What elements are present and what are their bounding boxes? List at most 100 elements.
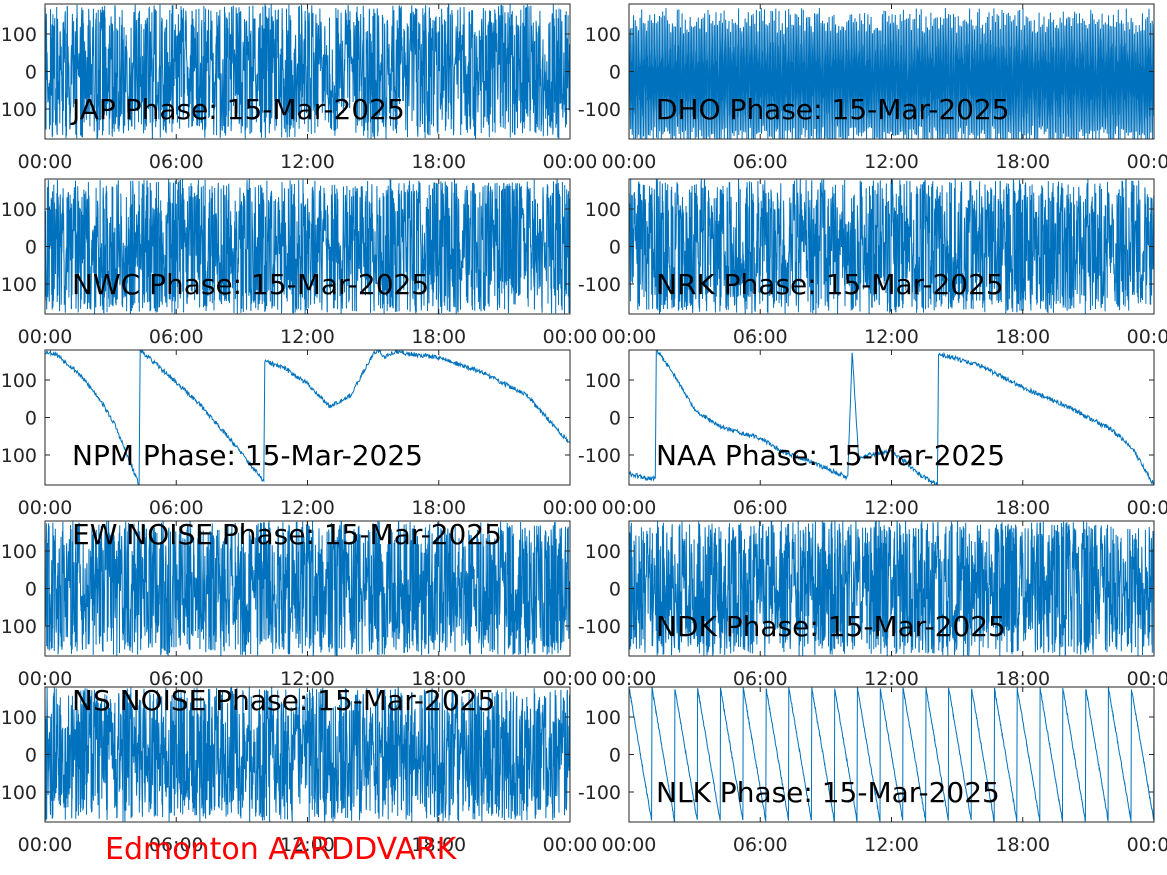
panel-title: NLK Phase: 15-Mar-2025 <box>656 776 1000 809</box>
y-tick-label: 100 <box>585 370 621 392</box>
panel-7: 00:00 06:00 12:00 18:00 00:00 100 0 100 EW NOISE… <box>1 518 598 690</box>
x-tick-label: 12:00 <box>864 668 919 690</box>
x-tick-label: 06:00 <box>149 497 204 519</box>
y-tick-label: 0 <box>609 408 621 430</box>
x-tick-label: 00:00 <box>602 497 657 519</box>
x-tick-label: 00:00 <box>1127 151 1167 173</box>
panel-10: 00:00 06:00 12:00 18:00 00:00 100 0 -100 NLK Pha… <box>578 686 1167 856</box>
phase-series-line <box>629 7 1154 139</box>
panel-6: 00:00 06:00 12:00 18:00 00:00 100 0 -100 NAA Pha… <box>578 349 1167 519</box>
x-tick-label: 12:00 <box>280 151 335 173</box>
y-tick-label: 100 <box>1 782 37 804</box>
x-tick-label: 18:00 <box>995 497 1050 519</box>
x-tick-label: 00:00 <box>18 151 73 173</box>
y-tick-label: 100 <box>1 99 37 121</box>
x-tick-label: 06:00 <box>149 834 204 856</box>
panel-8: 00:00 06:00 12:00 18:00 00:00 100 0 -100 NDK Pha… <box>578 520 1167 690</box>
y-tick-label: 100 <box>1 445 37 467</box>
phase-series-line <box>629 687 1154 822</box>
x-tick-label: 00:00 <box>602 668 657 690</box>
x-tick-label: 18:00 <box>995 326 1050 348</box>
x-tick-label: 12:00 <box>280 834 335 856</box>
x-tick-label: 00:00 <box>18 834 73 856</box>
x-tick-label: 00:00 <box>602 151 657 173</box>
y-tick-label: 100 <box>1 24 37 46</box>
phase-series-line <box>629 179 1154 314</box>
panel-2: 00:00 06:00 12:00 18:00 00:00 100 0 -100 DHO Pha… <box>578 3 1167 173</box>
y-tick-label: 0 <box>25 745 37 767</box>
x-tick-label: 00:00 <box>1127 326 1167 348</box>
y-tick-label: 100 <box>585 24 621 46</box>
panel-5: 00:00 06:00 12:00 18:00 00:00 100 0 100 NPM Phas… <box>1 349 597 519</box>
x-tick-label: 00:00 <box>18 668 73 690</box>
panel-title: NRK Phase: 15-Mar-2025 <box>656 268 1004 301</box>
y-tick-label: 100 <box>1 199 37 221</box>
y-tick-label: 100 <box>585 707 621 729</box>
panel-title: NAA Phase: 15-Mar-2025 <box>656 439 1005 472</box>
y-tick-label: 100 <box>1 616 37 638</box>
y-tick-label: 0 <box>609 579 621 601</box>
x-tick-label: 00:00 <box>602 834 657 856</box>
x-tick-label: 06:00 <box>733 151 788 173</box>
y-tick-label: -100 <box>578 274 621 296</box>
x-tick-label: 00:00 <box>1127 668 1167 690</box>
x-tick-label: 18:00 <box>411 668 466 690</box>
panel-title: EW NOISE Phase: 15-Mar-2025 <box>72 518 502 551</box>
x-tick-label: 06:00 <box>733 834 788 856</box>
y-tick-label: 0 <box>25 237 37 259</box>
panels: 00:00 06:00 12:00 18:00 00:00 100 0 100 JAP Phas… <box>1 3 1167 856</box>
figure-footer: Edmonton AARDDVARK <box>105 832 458 867</box>
panel-title: JAP Phase: 15-Mar-2025 <box>70 93 405 126</box>
x-tick-label: 06:00 <box>149 668 204 690</box>
x-tick-label: 06:00 <box>733 668 788 690</box>
y-tick-label: 100 <box>585 541 621 563</box>
y-tick-label: 0 <box>609 62 621 84</box>
panel-4: 00:00 06:00 12:00 18:00 00:00 100 0 -100 NRK Pha… <box>578 178 1167 348</box>
x-tick-label: 18:00 <box>995 151 1050 173</box>
panel-title: NDK Phase: 15-Mar-2025 <box>656 610 1006 643</box>
y-tick-label: 100 <box>585 199 621 221</box>
y-tick-label: -100 <box>578 616 621 638</box>
x-tick-label: 18:00 <box>995 668 1050 690</box>
x-tick-label: 12:00 <box>280 497 335 519</box>
x-tick-label: 00:00 <box>543 834 598 856</box>
x-tick-label: 06:00 <box>733 497 788 519</box>
y-tick-label: 100 <box>1 274 37 296</box>
panel-title: DHO Phase: 15-Mar-2025 <box>656 93 1010 126</box>
panel-1: 00:00 06:00 12:00 18:00 00:00 100 0 100 JAP Phas… <box>1 3 598 173</box>
panel-3: 00:00 06:00 12:00 18:00 00:00 100 0 100 NWC Phas… <box>1 178 597 348</box>
x-tick-label: 00:00 <box>18 326 73 348</box>
x-tick-label: 00:00 <box>1127 834 1167 856</box>
phase-series-line <box>629 521 1154 656</box>
y-tick-label: -100 <box>578 445 621 467</box>
x-tick-label: 00:00 <box>1127 497 1167 519</box>
x-tick-label: 18:00 <box>411 834 466 856</box>
y-tick-label: 0 <box>609 745 621 767</box>
x-tick-label: 06:00 <box>733 326 788 348</box>
phase-series-line <box>629 350 1154 485</box>
x-tick-label: 00:00 <box>543 151 598 173</box>
y-tick-label: 0 <box>25 62 37 84</box>
phase-series-line <box>45 350 570 485</box>
x-tick-label: 06:00 <box>149 151 204 173</box>
y-tick-label: 100 <box>1 370 37 392</box>
x-tick-label: 18:00 <box>411 151 466 173</box>
x-tick-label: 12:00 <box>864 151 919 173</box>
phase-series-line <box>45 179 570 314</box>
panel-title: NPM Phase: 15-Mar-2025 <box>72 439 423 472</box>
x-tick-label: 18:00 <box>411 497 466 519</box>
y-tick-label: -100 <box>578 782 621 804</box>
x-tick-label: 00:00 <box>543 668 598 690</box>
y-tick-label: 0 <box>609 237 621 259</box>
x-tick-label: 00:00 <box>602 326 657 348</box>
y-tick-label: 0 <box>25 579 37 601</box>
phase-series-line <box>45 687 570 822</box>
y-tick-label: 100 <box>1 707 37 729</box>
x-tick-label: 12:00 <box>280 326 335 348</box>
x-tick-label: 18:00 <box>411 326 466 348</box>
y-tick-label: 0 <box>25 408 37 430</box>
x-tick-label: 12:00 <box>280 668 335 690</box>
y-tick-label: 100 <box>1 541 37 563</box>
x-tick-label: 06:00 <box>149 326 204 348</box>
